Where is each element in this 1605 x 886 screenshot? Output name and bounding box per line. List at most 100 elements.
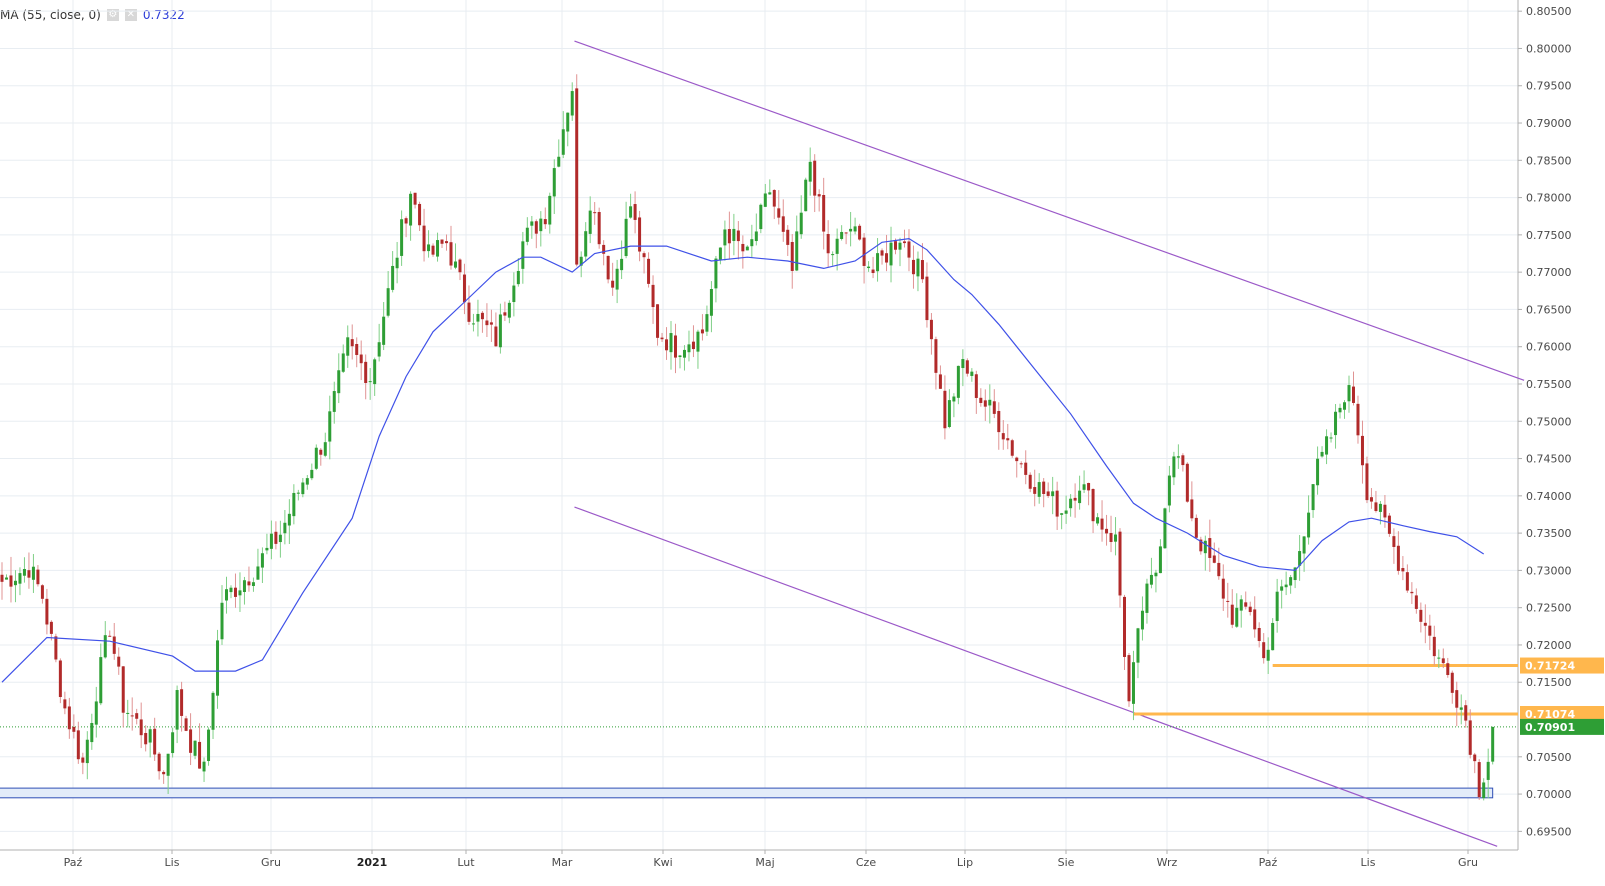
candle <box>476 299 480 337</box>
candle-body <box>1190 499 1194 519</box>
candle-body <box>862 237 866 266</box>
candle <box>642 251 646 274</box>
candle-body <box>1028 474 1032 489</box>
candle <box>220 585 224 645</box>
candle-body <box>1127 655 1131 702</box>
candle-body <box>386 288 390 316</box>
candle-body <box>494 326 498 347</box>
candle <box>1203 535 1207 571</box>
candle <box>1360 420 1364 484</box>
candle-body <box>858 225 862 240</box>
candle-body <box>1087 482 1091 491</box>
candle <box>1302 536 1306 572</box>
candle-body <box>741 243 745 252</box>
candle-body <box>480 312 484 320</box>
candle-body <box>1212 555 1216 563</box>
candle-body <box>579 256 583 266</box>
candle-body <box>1055 490 1059 517</box>
candle <box>139 702 143 749</box>
candle <box>72 714 76 739</box>
candle <box>36 565 40 587</box>
candle <box>1491 726 1495 765</box>
candle <box>525 217 529 246</box>
candle <box>22 557 26 583</box>
candle-body <box>233 587 237 597</box>
candle-body <box>817 194 821 197</box>
candle <box>301 477 305 498</box>
candle <box>1060 512 1064 530</box>
x-tick-label: Lut <box>457 856 475 869</box>
candle-body <box>135 713 139 719</box>
candle <box>76 721 80 764</box>
candle-body <box>1428 625 1432 636</box>
candle <box>1325 429 1329 465</box>
ma55-line <box>1 237 1485 683</box>
candle-body <box>920 260 924 280</box>
candle <box>171 727 175 758</box>
candle-body <box>1244 602 1248 607</box>
candle <box>1001 420 1005 450</box>
candle <box>283 509 287 545</box>
candle <box>1401 556 1405 581</box>
candle <box>94 686 98 738</box>
candle <box>1181 453 1185 472</box>
candle <box>1253 596 1257 638</box>
candle-body <box>835 238 839 254</box>
candle <box>1419 602 1423 633</box>
candle-body <box>1172 456 1176 478</box>
candle-body <box>687 344 691 353</box>
candle <box>1437 649 1441 669</box>
candle-body <box>1235 607 1239 627</box>
candle-body <box>1073 497 1077 501</box>
candle-body <box>902 241 906 244</box>
y-tick-label: 0.76000 <box>1526 341 1572 354</box>
candle-body <box>440 239 444 244</box>
candle-body <box>786 229 790 245</box>
candle <box>1064 495 1068 524</box>
candle <box>974 370 978 414</box>
candle-body <box>714 258 718 289</box>
candle-body <box>669 333 673 353</box>
candle-body <box>880 250 884 256</box>
candle-body <box>1441 658 1445 664</box>
candle <box>40 584 44 604</box>
candle-body <box>1203 540 1207 554</box>
candle-body <box>597 211 601 245</box>
y-tick-label: 0.75500 <box>1526 378 1572 391</box>
candle-body <box>507 302 511 318</box>
candle-body <box>1437 657 1441 659</box>
candle <box>992 389 996 419</box>
candle-body <box>175 690 179 730</box>
y-tick-label: 0.73000 <box>1526 564 1572 577</box>
candle <box>602 240 606 266</box>
gear-icon[interactable]: ⚙ <box>106 9 119 21</box>
candle-body <box>1163 508 1167 549</box>
candle <box>1271 618 1275 651</box>
candle-body <box>633 204 637 220</box>
candle-body <box>700 329 704 334</box>
candle <box>831 251 835 266</box>
candle <box>925 262 929 328</box>
candlesticks <box>0 74 1495 801</box>
candle <box>422 208 426 262</box>
candle-body <box>656 304 660 338</box>
candle <box>1118 528 1122 608</box>
candle-body <box>103 635 107 658</box>
candle-body <box>665 339 669 351</box>
candle-body <box>911 259 915 275</box>
candle-body <box>521 241 525 269</box>
candle-body <box>1486 761 1490 780</box>
candle <box>458 258 462 281</box>
candle-body <box>148 729 152 743</box>
candle <box>916 251 920 292</box>
candle-body <box>503 312 507 316</box>
candle <box>647 252 651 288</box>
candle-body <box>1410 591 1414 594</box>
candle <box>162 770 166 784</box>
close-icon[interactable]: ✕ <box>124 9 137 21</box>
candle <box>1275 578 1279 633</box>
candle <box>337 353 341 404</box>
candle-body <box>871 269 875 274</box>
candle <box>799 195 803 239</box>
